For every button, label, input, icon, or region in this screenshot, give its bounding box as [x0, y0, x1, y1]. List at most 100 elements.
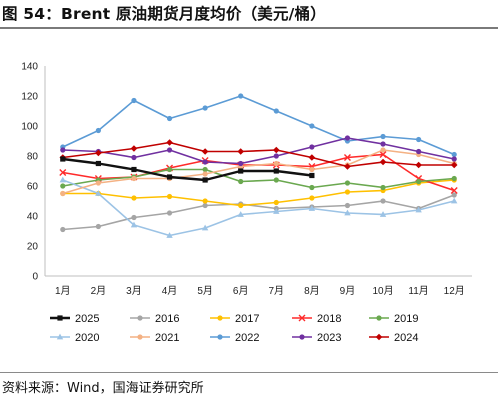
legend-label: 2021 — [155, 332, 179, 344]
x-tick-label: 12月 — [444, 285, 465, 297]
source-note: 资料来源：Wind，国海证券研究所 — [2, 381, 204, 396]
data-point — [238, 202, 244, 209]
data-point — [309, 172, 315, 179]
data-point — [131, 195, 137, 201]
data-point — [451, 197, 458, 204]
legend-label: 2020 — [75, 332, 99, 344]
data-point — [450, 187, 458, 194]
data-point — [237, 148, 245, 155]
title-divider — [0, 27, 498, 29]
series-lines — [59, 93, 458, 238]
series-line-2020 — [62, 179, 455, 237]
series-2023 — [60, 135, 457, 167]
x-tick-label: 2月 — [91, 285, 107, 297]
data-point — [380, 141, 386, 147]
series-2024 — [59, 139, 458, 170]
data-point — [380, 198, 386, 204]
y-tick-label: 60 — [27, 182, 39, 193]
data-point — [344, 202, 351, 209]
data-point — [95, 223, 101, 230]
data-point — [273, 177, 279, 183]
y-tick-label: 20 — [27, 242, 39, 253]
y-tick-label: 0 — [32, 272, 38, 283]
data-point — [379, 151, 387, 158]
legend-marker — [217, 315, 223, 321]
data-point — [202, 198, 208, 204]
data-point — [273, 108, 279, 114]
data-point — [450, 161, 458, 169]
data-point — [60, 226, 66, 233]
legend-label: 2016 — [155, 313, 179, 325]
data-point — [415, 206, 422, 213]
data-point — [202, 159, 208, 165]
data-point — [166, 232, 173, 238]
data-point — [95, 149, 102, 157]
legend-item-2017: 2017 — [210, 313, 259, 325]
y-tick-label: 120 — [21, 92, 38, 103]
data-point — [451, 175, 457, 182]
series-line-2019 — [62, 168, 455, 189]
data-point — [202, 105, 208, 111]
legend-label: 2022 — [235, 332, 259, 344]
legend-marker — [375, 333, 383, 341]
data-point — [379, 211, 387, 217]
data-point — [59, 169, 67, 176]
data-point — [238, 168, 244, 174]
data-point — [202, 202, 208, 209]
x-tick-labels: 1月 2月 3月 4月 5月 6月 7月 8月 9月 10月 11月 12月 — [55, 285, 465, 297]
data-point — [59, 176, 66, 183]
y-tick-label: 100 — [21, 122, 38, 133]
data-point — [201, 148, 209, 155]
data-point — [237, 211, 244, 217]
series-line-2022 — [62, 95, 455, 156]
y-tick-label: 140 — [21, 62, 38, 73]
data-point — [60, 156, 66, 162]
series-2025 — [60, 156, 315, 183]
data-point — [238, 93, 244, 99]
data-point — [273, 168, 279, 174]
data-point — [95, 190, 102, 196]
legend-item-2022: 2022 — [210, 332, 259, 344]
data-point — [60, 147, 66, 153]
x-tick-label: 8月 — [304, 285, 320, 297]
data-point — [272, 146, 280, 154]
data-point — [379, 158, 387, 166]
y-tick-label: 80 — [27, 152, 39, 163]
x-tick-label: 10月 — [372, 285, 393, 297]
legend-marker — [299, 334, 305, 340]
data-point — [202, 166, 208, 173]
data-point — [380, 184, 386, 191]
series-2019 — [60, 166, 457, 191]
data-point — [308, 205, 316, 211]
data-point — [238, 160, 244, 167]
data-point — [95, 180, 101, 186]
legend-label: 2018 — [317, 313, 341, 325]
x-tick-label: 3月 — [126, 285, 142, 297]
series-line-2025 — [62, 157, 313, 182]
legend-label: 2024 — [394, 332, 418, 344]
legend-item-2023: 2023 — [292, 332, 341, 344]
legend-item-2018: 2018 — [292, 313, 341, 325]
series-2020 — [59, 176, 458, 238]
data-point — [130, 221, 138, 228]
data-point — [201, 224, 209, 231]
x-tick-label: 1月 — [55, 285, 71, 297]
legend-item-2024: 2024 — [369, 332, 418, 344]
data-point — [166, 174, 173, 180]
series-line-2024 — [62, 141, 455, 168]
series-line-2023 — [62, 137, 455, 165]
data-point — [166, 193, 173, 200]
footer-divider — [0, 372, 498, 373]
data-point — [166, 147, 173, 153]
legend-marker — [137, 315, 143, 321]
y-tick-label: 40 — [27, 212, 39, 223]
data-point — [273, 160, 279, 167]
legend-item-2020: 2020 — [50, 332, 99, 344]
legend-label: 2025 — [75, 313, 99, 325]
data-point — [166, 115, 173, 122]
data-point — [131, 214, 137, 221]
data-point — [451, 156, 457, 162]
data-point — [416, 148, 422, 155]
data-point — [416, 178, 422, 185]
series-line-2017 — [62, 179, 455, 207]
